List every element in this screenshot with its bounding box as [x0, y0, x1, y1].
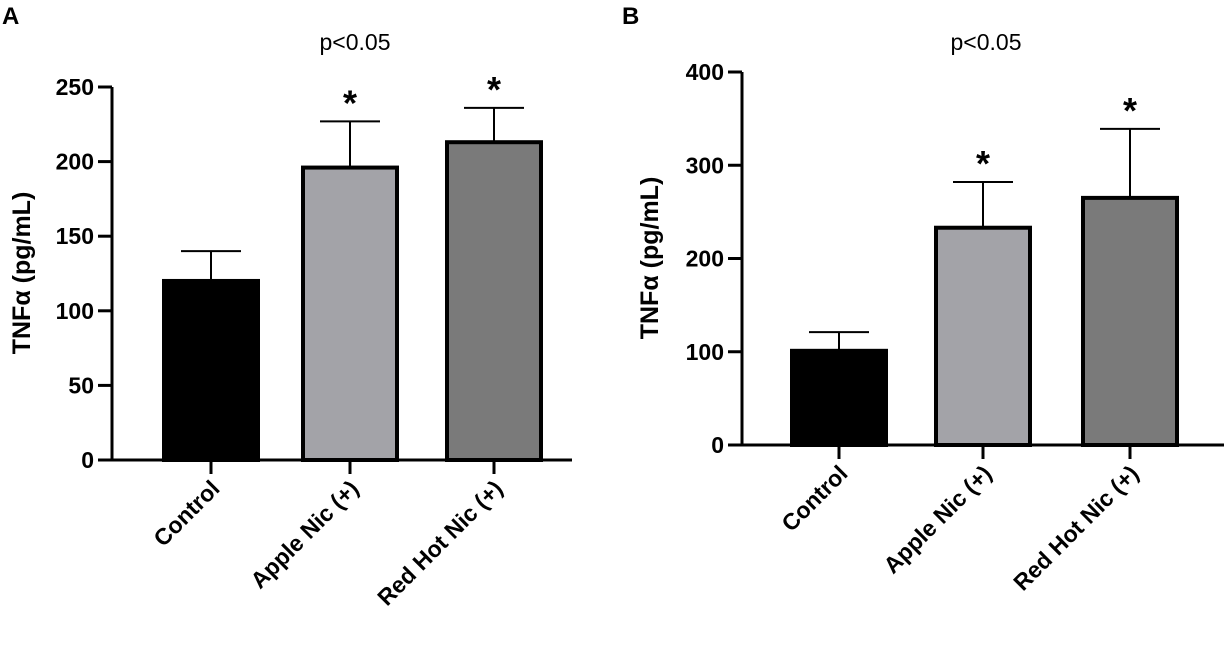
x-tick-label-b-0: Control	[776, 460, 852, 536]
bar-a-2	[445, 140, 543, 462]
y-tick-label-b-3: 300	[686, 152, 724, 178]
significance-marker-b-1: *	[976, 143, 990, 184]
significance-marker-b-2: *	[1123, 90, 1137, 131]
x-tick-label-a-2: Red Hot Nic (+)	[372, 475, 507, 610]
bar-b-2	[1081, 195, 1179, 447]
significance-marker-a-1: *	[343, 82, 357, 123]
panel-label-b: B	[622, 3, 639, 30]
y-axis-label-a: TNFα (pg/mL)	[8, 192, 36, 355]
y-tick-label-b-0: 0	[711, 432, 724, 458]
y-axis-label-b: TNFα (pg/mL)	[636, 177, 664, 340]
y-tick-label-a-1: 50	[68, 372, 94, 398]
chart-panel-b: B p<0.05 TNFα (pg/mL) * * 0 100 200 300 400 Con…	[622, 3, 1224, 596]
significance-marker-a-2: *	[487, 69, 501, 110]
bar-b-1	[934, 225, 1032, 447]
y-tick-label-b-1: 100	[686, 339, 724, 365]
bar-b-0	[790, 348, 888, 448]
x-tick-label-b-1: Apple Nic (+)	[878, 460, 996, 578]
bar-a-0	[162, 278, 260, 462]
y-tick-label-b-4: 400	[686, 59, 724, 85]
y-tick-label-a-3: 150	[56, 223, 94, 249]
x-tick-label-a-1: Apple Nic (+)	[245, 475, 363, 593]
y-tick-label-a-0: 0	[81, 447, 94, 473]
y-tick-label-a-4: 200	[56, 149, 94, 175]
bar-a-1	[301, 165, 399, 462]
chart-panel-a: A p<0.05 TNFα (pg/mL) * * 0 50 100 150 200 250 C…	[2, 3, 572, 611]
x-tick-label-a-0: Control	[148, 475, 224, 551]
x-tick-label-b-2: Red Hot Nic (+)	[1008, 460, 1143, 595]
y-tick-label-b-2: 200	[686, 246, 724, 272]
p-value-annotation-b: p<0.05	[951, 29, 1022, 55]
y-tick-label-a-2: 100	[56, 298, 94, 324]
panel-label-a: A	[2, 3, 19, 30]
p-value-annotation-a: p<0.05	[320, 29, 391, 55]
y-tick-label-a-5: 250	[56, 74, 94, 100]
